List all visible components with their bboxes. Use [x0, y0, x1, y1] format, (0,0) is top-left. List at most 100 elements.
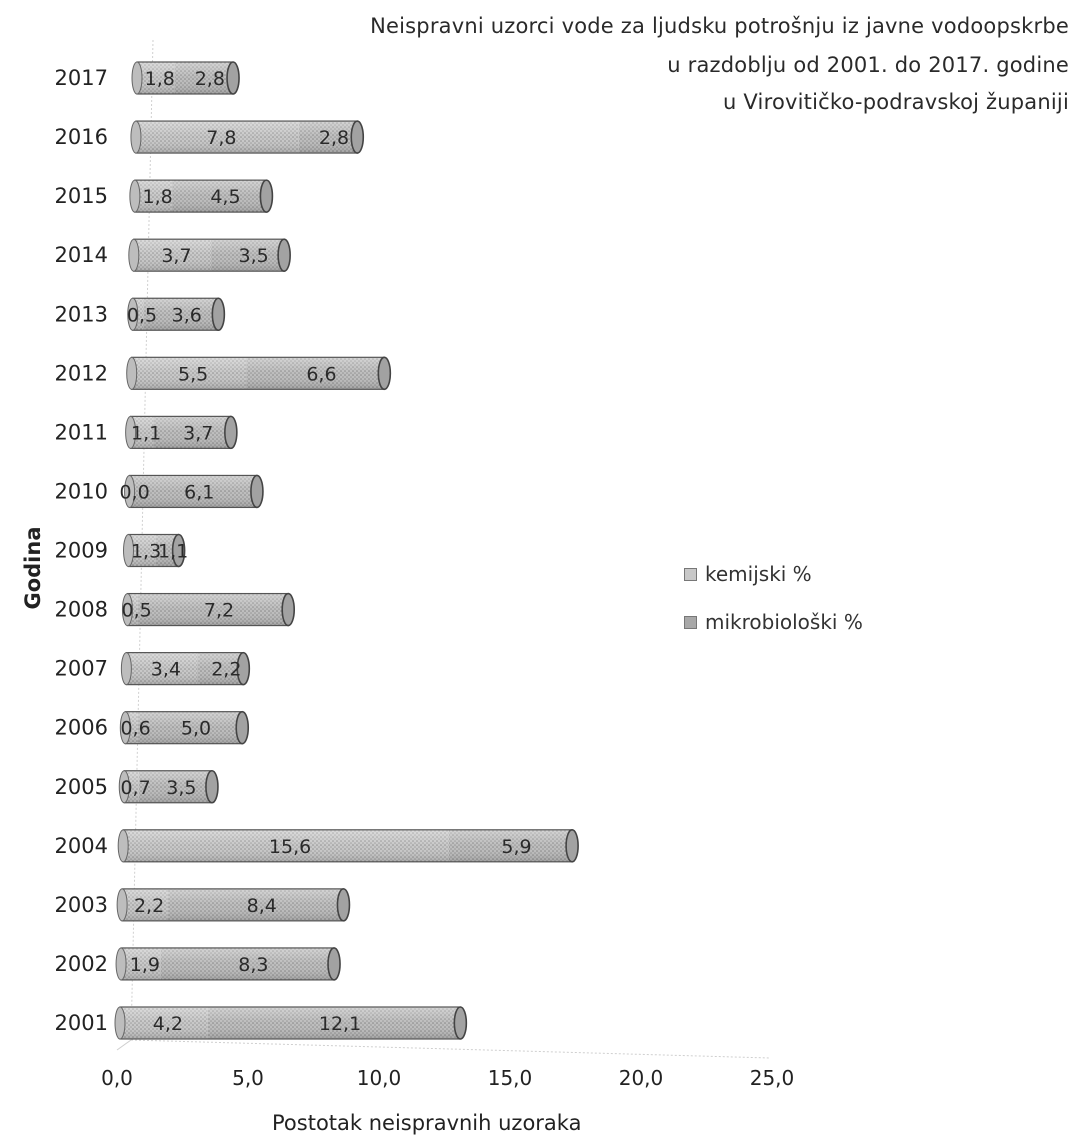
x-tick-label: 0,0 — [101, 1066, 133, 1090]
y-tick-label: 2005 — [55, 775, 108, 799]
bar-left-cap — [125, 415, 137, 449]
bar-outline — [125, 652, 244, 686]
plot-floor-edge — [130, 1039, 771, 1059]
bar-outline — [124, 711, 243, 745]
bar-left-cap — [120, 652, 132, 686]
bar-left-cap — [131, 61, 143, 95]
chart-title-line-3: u Virovitičko-podravskoj županiji — [723, 90, 1069, 114]
bar-right-cap — [327, 947, 341, 981]
bar-left-cap — [116, 888, 128, 922]
data-label-mikrobioloski: 2,8 — [319, 127, 349, 149]
y-tick-label: 2006 — [55, 716, 108, 740]
data-label-mikrobioloski: 6,6 — [306, 363, 336, 385]
bar-left-cap — [119, 711, 131, 745]
data-label-kemijski: 5,5 — [178, 363, 208, 385]
y-tick-label: 2014 — [55, 243, 108, 267]
bar-left-cap — [123, 534, 134, 567]
y-tick-label: 2016 — [55, 125, 108, 149]
bar-right-cap — [281, 592, 296, 627]
bar-right-cap — [171, 533, 186, 568]
bar-right-cap — [250, 474, 264, 509]
bar-outline — [136, 61, 234, 95]
data-label-mikrobioloski: 3,5 — [166, 777, 196, 799]
data-label-mikrobioloski: 1,1 — [158, 541, 188, 563]
data-label-kemijski: 0,5 — [127, 304, 157, 326]
data-label-kemijski: 1,8 — [145, 68, 175, 90]
x-tick-label: 25,0 — [750, 1066, 795, 1090]
bar-left-cap — [114, 1006, 126, 1040]
legend-swatch-kemijski — [684, 567, 697, 581]
bar-left-cap — [129, 179, 141, 213]
legend-item-kemijski: kemijski % — [684, 562, 812, 586]
legend-label-mikrobioloski: mikrobiološki % — [705, 610, 863, 634]
data-label-kemijski: 2,2 — [134, 895, 164, 917]
y-tick-label: 2001 — [55, 1011, 108, 1035]
y-axis-title: Godina — [21, 526, 45, 610]
bar-left-cap — [127, 297, 139, 331]
bar-right-cap — [377, 356, 392, 391]
bar-outline — [123, 770, 213, 804]
plot-corner-edge — [116, 1039, 132, 1051]
bar-right-cap — [236, 651, 251, 686]
bar-left-cap — [117, 829, 129, 863]
bar-left-cap — [121, 593, 133, 627]
data-label-kemijski: 4,2 — [153, 1013, 183, 1035]
data-label-kemijski: 0,0 — [119, 481, 149, 503]
y-tick-label: 2010 — [55, 479, 108, 503]
bar-right-cap — [277, 238, 291, 272]
bar-right-cap — [211, 297, 226, 332]
bar-right-cap — [205, 769, 219, 804]
bar-right-cap — [336, 888, 351, 922]
y-tick-label: 2009 — [55, 539, 108, 563]
data-label-kemijski: 7,8 — [206, 127, 236, 149]
data-label-kemijski: 3,4 — [151, 659, 181, 681]
y-tick-label: 2013 — [55, 302, 108, 326]
legend-label-kemijski: kemijski % — [705, 562, 812, 586]
data-label-mikrobioloski: 5,9 — [501, 836, 531, 858]
data-label-kemijski: 1,3 — [131, 541, 161, 563]
chart-title-line-2: u razdoblju od 2001. do 2017. godine — [667, 53, 1069, 77]
chart-title-line-1: Neispravni uzorci vode za ljudsku potroš… — [370, 14, 1069, 38]
bar-outline — [130, 415, 232, 449]
y-tick-label: 2011 — [55, 420, 108, 444]
y-tick-label: 2012 — [55, 361, 108, 385]
y-tick-label: 2003 — [55, 893, 108, 917]
bar-outline — [134, 179, 268, 213]
y-tick-label: 2008 — [55, 598, 108, 622]
bar-left-cap — [128, 238, 140, 272]
bar-right-cap — [565, 829, 579, 863]
data-label-kemijski: 0,6 — [120, 718, 150, 740]
y-tick-label: 2017 — [55, 66, 108, 90]
legend-item-mikrobioloski: mikrobiološki % — [684, 610, 863, 634]
data-label-kemijski: 0,5 — [122, 600, 152, 622]
data-label-kemijski: 3,7 — [161, 245, 191, 267]
x-tick-label: 10,0 — [357, 1066, 402, 1090]
bar-outline — [135, 120, 358, 154]
x-tick-label: 15,0 — [488, 1066, 533, 1090]
data-label-kemijski: 1,8 — [143, 186, 173, 208]
y-tick-label: 2004 — [55, 834, 108, 858]
bar-left-cap — [115, 947, 127, 981]
bar-outline — [128, 474, 258, 509]
data-label-mikrobioloski: 2,2 — [211, 659, 241, 681]
bar-right-cap — [235, 710, 250, 745]
bar-left-cap — [124, 474, 136, 508]
bar-outline — [120, 947, 335, 981]
bar-right-cap — [226, 61, 240, 95]
data-label-mikrobioloski: 3,7 — [183, 422, 213, 444]
data-label-mikrobioloski: 3,6 — [172, 304, 202, 326]
data-label-kemijski: 0,7 — [120, 777, 150, 799]
bar-left-cap — [118, 770, 130, 804]
data-label-mikrobioloski: 8,4 — [247, 895, 277, 917]
bar-outline — [131, 356, 385, 390]
data-label-kemijski: 15,6 — [269, 836, 311, 858]
legend-swatch-mikrobioloski — [684, 615, 697, 629]
y-tick-label: 2007 — [55, 657, 108, 681]
bar-right-cap — [350, 120, 365, 154]
bar-right-cap — [259, 179, 274, 213]
data-label-mikrobioloski: 5,0 — [181, 718, 211, 740]
data-label-mikrobioloski: 7,2 — [204, 600, 234, 622]
data-label-mikrobioloski: 3,5 — [238, 245, 268, 267]
y-tick-label: 2015 — [55, 184, 108, 208]
